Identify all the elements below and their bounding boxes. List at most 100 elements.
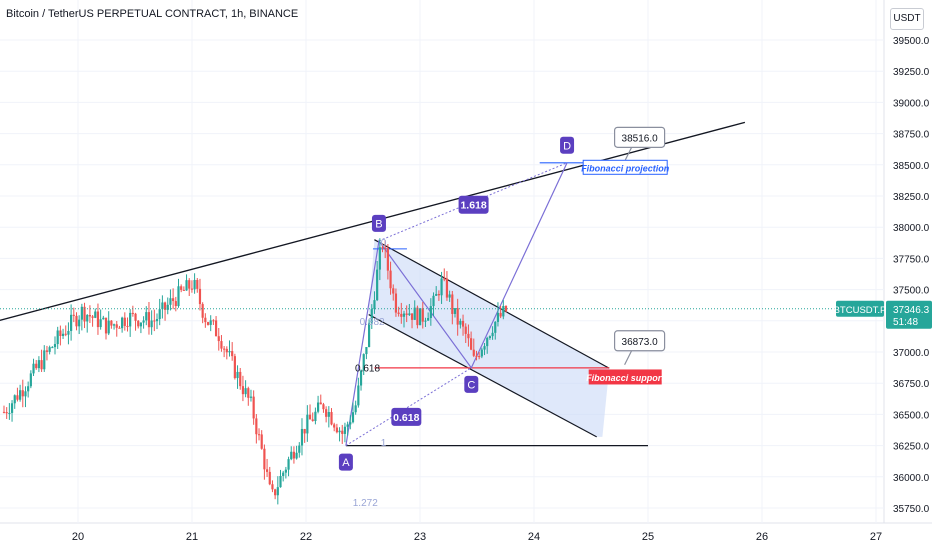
fib-level-label: 0.382 (360, 317, 385, 328)
candle-body (298, 445, 301, 453)
candle-body (196, 279, 199, 289)
candle-body (40, 360, 43, 370)
candle-body (333, 424, 336, 428)
candle-body (91, 316, 94, 318)
candle-body (145, 312, 148, 321)
candle-body (37, 360, 40, 369)
candle-body (429, 306, 432, 319)
y-tick-label: 39500.0 (893, 36, 930, 47)
candle-body (247, 388, 250, 398)
candle-body (118, 327, 121, 329)
candle-body (394, 293, 398, 313)
candle-body (456, 308, 459, 325)
price-callout-label: 38516.0 (622, 133, 659, 144)
candle-body (459, 320, 462, 325)
candle-body (341, 430, 344, 434)
candle-body (29, 373, 32, 387)
candle-body (432, 295, 435, 307)
candle-body (13, 395, 16, 404)
fib-level-tag-box (582, 159, 668, 175)
channel-fill (368, 239, 610, 437)
candle-body (483, 346, 486, 350)
candle-body (461, 320, 465, 327)
candle-body (327, 412, 330, 417)
candle-body (193, 279, 196, 290)
candle-body (72, 314, 75, 316)
candle-body (478, 356, 481, 358)
candle-body (402, 313, 406, 317)
candle-body (239, 371, 242, 387)
candle-body (169, 298, 172, 305)
candle-body (443, 278, 446, 280)
candle-body (83, 306, 86, 322)
candle-body (5, 412, 8, 414)
candle-body (35, 363, 38, 369)
candle-body (209, 320, 212, 325)
candle-body (249, 396, 253, 398)
candle-body (381, 247, 384, 249)
candle-body (448, 294, 451, 298)
candle-body (126, 325, 129, 327)
candle-body (260, 434, 263, 449)
candle-body (59, 330, 62, 337)
candle-body (190, 288, 194, 290)
candle-body (56, 330, 59, 345)
candle-body (400, 313, 403, 317)
candle-body (424, 320, 427, 322)
candle-body (322, 404, 325, 410)
candle-body (150, 320, 153, 328)
candle-body (241, 386, 245, 395)
price-axis[interactable]: 39500.0 39250.0 39000.0 38750.0 38500.0 38250… (834, 36, 932, 515)
fib-level-tag-box (588, 369, 662, 385)
candle-body (10, 403, 14, 413)
candle-body (392, 288, 395, 294)
gridlines (0, 0, 884, 523)
pattern-point-c-box (464, 375, 479, 393)
candle-body (316, 402, 320, 412)
candle-body (496, 312, 500, 322)
candle-body (180, 286, 183, 290)
candle-body (292, 451, 296, 459)
candle-body (346, 424, 349, 427)
fib-level-tag-label: Fibonacci projection (581, 163, 670, 173)
y-tick-label: 35750.0 (893, 504, 930, 515)
candle-body (212, 320, 215, 322)
candle-body (354, 405, 357, 413)
candle-body (19, 390, 22, 400)
candle-body (147, 312, 151, 328)
candle-body (115, 324, 118, 328)
candle-body (104, 317, 108, 334)
last-price-tag (886, 300, 932, 329)
time-axis[interactable]: 20 21 22 23 24 25 26 27 (72, 531, 882, 543)
currency-button[interactable]: USDT (890, 8, 924, 30)
candle-body (53, 344, 57, 348)
candle-body (185, 280, 188, 291)
candle-body (225, 348, 228, 353)
candle-body (252, 396, 255, 419)
candle-body (51, 347, 54, 349)
candles (2, 238, 508, 505)
candle-body (418, 308, 422, 326)
x-tick-label: 26 (756, 531, 768, 543)
candle-body (284, 469, 287, 473)
fib-level-label: 0.618 (355, 364, 380, 375)
candle-body (64, 333, 67, 335)
y-tick-label: 39000.0 (893, 98, 930, 109)
chart-title: Bitcoin / TetherUS PERPETUAL CONTRACT, 1… (6, 8, 299, 20)
candle-body (408, 313, 411, 315)
pattern-point-d-box (560, 136, 575, 154)
candle-body (217, 336, 220, 342)
candle-body (504, 305, 508, 312)
candle-body (107, 320, 110, 334)
candle-body (268, 471, 271, 485)
candle-body (480, 349, 483, 357)
y-tick-label: 36250.0 (893, 442, 930, 453)
candle-body (370, 309, 373, 323)
candle-body (410, 313, 414, 320)
candle-body (472, 349, 475, 356)
candle-body (295, 452, 298, 459)
fib-ratio-box (458, 195, 489, 214)
candle-body (365, 347, 368, 355)
